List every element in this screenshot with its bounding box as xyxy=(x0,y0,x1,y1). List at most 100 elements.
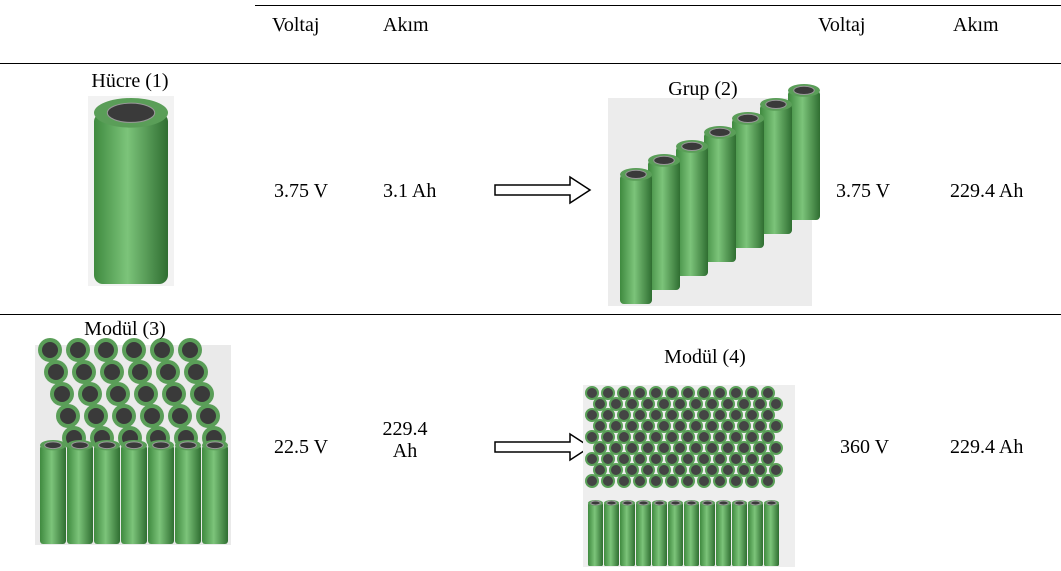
cell-cap xyxy=(634,409,646,421)
cell-cap xyxy=(762,409,774,421)
cell-cap xyxy=(674,442,686,454)
cell-body xyxy=(620,503,635,566)
cell-cap xyxy=(655,501,665,505)
cell-cap xyxy=(48,364,64,380)
cell-cap xyxy=(746,387,758,399)
voltage: 22.5 V xyxy=(274,436,328,458)
cell-cap xyxy=(610,442,622,454)
cell-cap xyxy=(738,398,750,410)
cell-body xyxy=(636,503,651,566)
cell-cap xyxy=(754,464,766,476)
cell-cap xyxy=(690,398,702,410)
cell-cap xyxy=(714,453,726,465)
cell-body xyxy=(148,445,174,544)
cell-cap xyxy=(682,387,694,399)
cell-cap xyxy=(754,398,766,410)
cell-body xyxy=(668,503,683,566)
cell-cap xyxy=(706,464,718,476)
arrow xyxy=(495,177,590,203)
cell-cap xyxy=(658,398,670,410)
cell-cap xyxy=(586,453,598,465)
cell-cap xyxy=(132,364,148,380)
cell-cap xyxy=(722,420,734,432)
cell-cap xyxy=(160,364,176,380)
cell-cap xyxy=(586,475,598,487)
cell-body xyxy=(94,113,168,284)
voltage: 3.75 V xyxy=(836,180,890,202)
cell-body xyxy=(684,503,699,566)
cell-cap xyxy=(682,453,694,465)
cell-cap xyxy=(698,475,710,487)
top-rule xyxy=(255,5,1061,6)
current: 229.4 Ah xyxy=(950,180,1023,202)
cell-cap xyxy=(110,386,126,402)
cell-cap xyxy=(639,501,649,505)
cell-body xyxy=(67,445,93,544)
cell-body xyxy=(788,90,820,220)
current: 3.1 Ah xyxy=(383,180,436,202)
cell-cap xyxy=(698,431,710,443)
cell-cap xyxy=(610,398,622,410)
cell-cap xyxy=(144,408,160,424)
stage-label: Grup (2) xyxy=(668,78,737,100)
cell-cap xyxy=(690,464,702,476)
cell-cap xyxy=(634,431,646,443)
cell-cap xyxy=(730,475,742,487)
cell-cap xyxy=(618,387,630,399)
cell-body xyxy=(588,503,603,566)
cell-cap xyxy=(674,398,686,410)
cell-cap xyxy=(682,475,694,487)
cell-cap xyxy=(650,475,662,487)
cell-body xyxy=(748,503,763,566)
cell-cap xyxy=(88,408,104,424)
cell-cap xyxy=(594,464,606,476)
cell-cap xyxy=(666,431,678,443)
cell-cap xyxy=(650,409,662,421)
column-header: Akım xyxy=(383,14,429,36)
cell-cap xyxy=(45,442,62,449)
cell-cap xyxy=(762,387,774,399)
cell-cap xyxy=(602,453,614,465)
cell-cap xyxy=(682,142,702,150)
cell-cap xyxy=(762,431,774,443)
cell-cap xyxy=(602,409,614,421)
cell-cap xyxy=(188,364,204,380)
cell-body xyxy=(704,132,736,262)
cell-cap xyxy=(182,342,198,358)
cell-body xyxy=(700,503,715,566)
cell-body xyxy=(676,146,708,276)
cell-cap xyxy=(650,453,662,465)
cell-cap xyxy=(642,398,654,410)
cell-cap xyxy=(586,387,598,399)
cell-cap xyxy=(610,464,622,476)
cell-cap xyxy=(674,464,686,476)
cell-cap xyxy=(642,442,654,454)
cell-body xyxy=(732,118,764,248)
cell-cap xyxy=(762,453,774,465)
cell-cap xyxy=(626,398,638,410)
cell-cap xyxy=(642,464,654,476)
cell-cap xyxy=(594,442,606,454)
cell-cap xyxy=(746,431,758,443)
cell-cap xyxy=(794,86,814,94)
cell-body xyxy=(620,174,652,304)
cell-cap xyxy=(690,420,702,432)
cell-cap xyxy=(698,409,710,421)
cell-cap xyxy=(766,100,786,108)
cell-cap xyxy=(710,128,730,136)
cell-cap xyxy=(626,420,638,432)
arrow xyxy=(495,434,590,460)
cell-body xyxy=(716,503,731,566)
cell-body xyxy=(652,503,667,566)
cell-cap xyxy=(586,409,598,421)
cell-cap xyxy=(594,420,606,432)
cell-cap xyxy=(634,453,646,465)
stage-label: Modül (3) xyxy=(84,318,166,340)
cell-cap xyxy=(658,442,670,454)
cell-body xyxy=(175,445,201,544)
cell-cap xyxy=(138,386,154,402)
cell-cap xyxy=(746,475,758,487)
cell-cap xyxy=(194,386,210,402)
cell-cap xyxy=(730,387,742,399)
cell-cap xyxy=(754,420,766,432)
